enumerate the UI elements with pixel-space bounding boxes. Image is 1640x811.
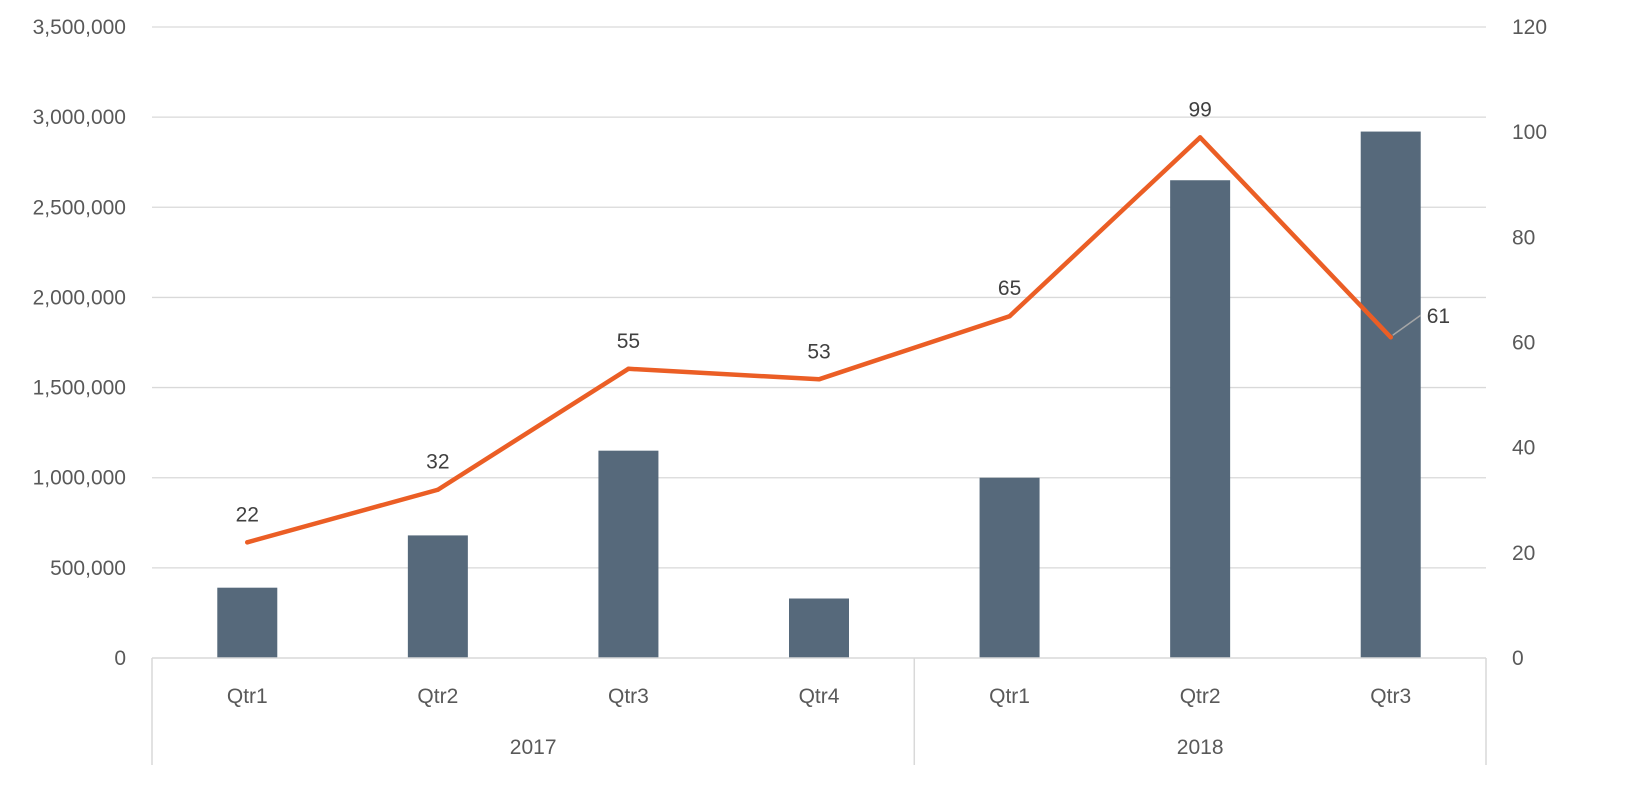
category-label: Qtr4: [799, 685, 840, 708]
category-label: Qtr1: [227, 685, 268, 708]
left-axis-tick-label: 1,500,000: [33, 377, 126, 400]
bar: [217, 587, 278, 658]
category-label: Qtr2: [417, 685, 458, 708]
right-axis-tick-label: 40: [1512, 437, 1535, 460]
bar: [598, 450, 659, 658]
bar-series: [217, 131, 1421, 658]
left-axis-tick-label: 3,000,000: [33, 106, 126, 129]
right-axis-tick-label: 20: [1512, 542, 1535, 565]
right-axis-tick-label: 0: [1512, 647, 1524, 670]
line-series: [245, 135, 1393, 545]
line-point: [816, 377, 822, 382]
line-point: [1388, 335, 1393, 340]
right-axis-tick-label: 60: [1512, 332, 1535, 355]
line-data-labels: 22 32 55 53 65 99 61: [236, 98, 1450, 526]
line-point: [1197, 135, 1203, 140]
category-label: Qtr2: [1180, 685, 1221, 708]
line-point: [435, 487, 441, 492]
category-group-label: 2018: [1177, 736, 1224, 759]
line-data-label: 32: [426, 451, 449, 474]
left-axis-tick-label: 500,000: [50, 557, 126, 580]
category-labels: Qtr1 Qtr2 Qtr3 Qtr4 Qtr1 Qtr2 Qtr3 2017 2018: [227, 685, 1411, 759]
left-axis-tick-label: 2,000,000: [33, 286, 126, 309]
line-point: [1007, 314, 1012, 319]
left-axis-tick-label: 3,500,000: [33, 16, 126, 39]
line-data-label: 65: [998, 277, 1021, 300]
line-point: [626, 366, 631, 371]
line-data-label: 53: [807, 340, 830, 363]
category-label: Qtr3: [608, 685, 649, 708]
bar: [407, 535, 468, 658]
data-label-leader: [1392, 314, 1422, 336]
gridlines: [152, 26, 1486, 569]
line-data-label: 99: [1188, 98, 1211, 121]
line-point: [245, 540, 250, 545]
bar: [1170, 180, 1231, 658]
category-axis: [151, 657, 1487, 765]
right-axis-tick-label: 100: [1512, 121, 1547, 144]
line-data-label: 22: [236, 503, 259, 526]
left-axis-ticks: 0 500,000 1,000,000 1,500,000 2,000,000 2,500…: [33, 16, 126, 670]
category-label: Qtr1: [989, 685, 1030, 708]
left-axis-tick-label: 0: [114, 647, 126, 670]
right-axis-tick-label: 80: [1512, 226, 1535, 249]
right-axis-tick-label: 120: [1512, 16, 1547, 39]
bar: [1360, 131, 1421, 658]
left-axis-tick-label: 2,500,000: [33, 196, 126, 219]
category-group-label: 2017: [510, 736, 557, 759]
bar: [789, 598, 849, 658]
right-axis-ticks: 0 20 40 60 80 100 120: [1512, 16, 1547, 670]
line-data-label: 55: [617, 330, 640, 353]
category-label: Qtr3: [1370, 685, 1411, 708]
left-axis-tick-label: 1,000,000: [33, 467, 126, 490]
bar: [979, 477, 1040, 658]
line-data-label: 61: [1427, 305, 1450, 328]
